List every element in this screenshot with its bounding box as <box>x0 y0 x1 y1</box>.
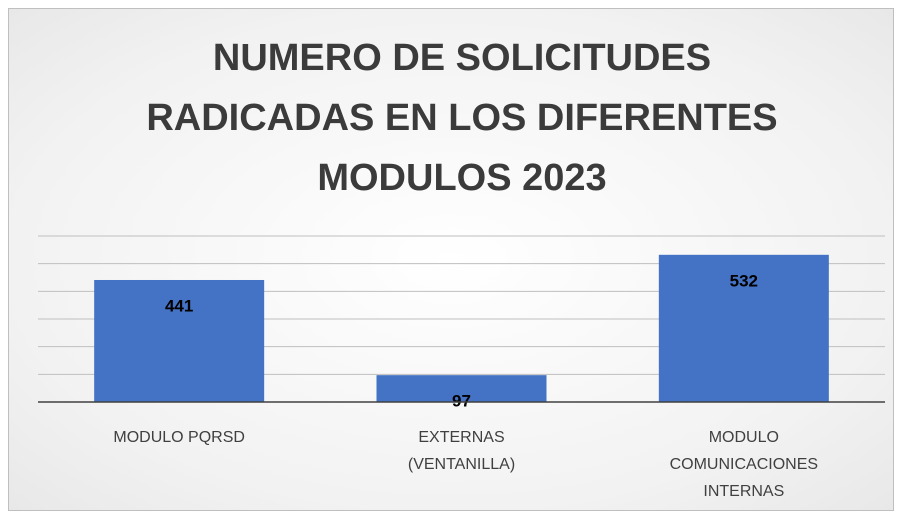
bar <box>94 279 265 402</box>
bar <box>376 375 547 402</box>
data-label: 532 <box>730 271 758 290</box>
data-label: 441 <box>165 296 193 315</box>
x-tick-label: MODULO COMUNICACIONES INTERNAS <box>669 429 823 500</box>
data-label: 97 <box>452 392 471 411</box>
bar <box>658 254 829 402</box>
x-tick-label: MODULO PQRSD <box>113 429 245 446</box>
x-tick-label: EXTERNAS (VENTANILLA) <box>407 429 516 473</box>
chart-title: NUMERO DE SOLICITUDES RADICADAS EN LOS D… <box>146 37 789 199</box>
